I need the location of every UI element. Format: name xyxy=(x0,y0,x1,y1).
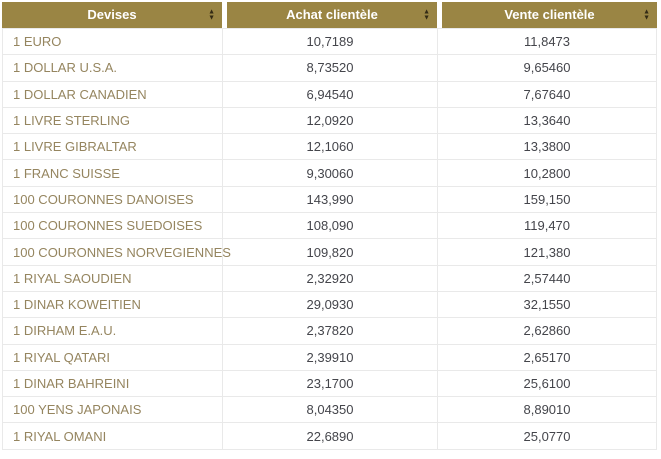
vente-cell: 2,57440 xyxy=(437,265,657,292)
currency-cell: 1 DIRHAM E.A.U. xyxy=(2,318,222,345)
table-row: 1 DOLLAR U.S.A. 8,73520 9,65460 xyxy=(2,55,657,82)
currency-cell: 1 LIVRE GIBRALTAR xyxy=(2,134,222,161)
achat-cell: 8,04350 xyxy=(222,397,437,424)
achat-cell: 109,820 xyxy=(222,239,437,266)
vente-cell: 2,62860 xyxy=(437,318,657,345)
sort-icon[interactable]: ▲ ▼ xyxy=(423,8,430,21)
currency-cell: 100 COURONNES DANOISES xyxy=(2,186,222,214)
sort-icon[interactable]: ▲ ▼ xyxy=(643,8,650,21)
currency-cell: 1 RIYAL OMANI xyxy=(2,423,222,450)
column-header-devises[interactable]: Devises ▲ ▼ xyxy=(2,2,222,28)
table-row: 100 COURONNES DANOISES 143,990 159,150 xyxy=(2,186,657,214)
vente-cell: 119,470 xyxy=(437,213,657,240)
currency-cell: 1 FRANC SUISSE xyxy=(2,160,222,187)
achat-cell: 2,39910 xyxy=(222,344,437,371)
achat-cell: 2,32920 xyxy=(222,265,437,292)
rates-table-body: 1 EURO 10,7189 11,8473 1 DOLLAR U.S.A. 8,735… xyxy=(2,28,657,450)
table-row: 1 FRANC SUISSE 9,30060 10,2800 xyxy=(2,160,657,187)
achat-cell: 6,94540 xyxy=(222,81,437,108)
vente-cell: 121,380 xyxy=(437,239,657,266)
sort-up-icon: ▲ xyxy=(423,8,430,16)
vente-cell: 11,8473 xyxy=(437,28,657,56)
sort-down-icon: ▼ xyxy=(643,14,650,21)
achat-cell: 10,7189 xyxy=(222,28,437,56)
column-header-label: Vente clientèle xyxy=(504,7,595,22)
table-row: 1 DOLLAR CANADIEN 6,94540 7,67640 xyxy=(2,81,657,108)
table-row: 1 LIVRE STERLING 12,0920 13,3640 xyxy=(2,107,657,135)
table-row: 1 RIYAL OMANI 22,6890 25,0770 xyxy=(2,423,657,450)
currency-cell: 1 DOLLAR U.S.A. xyxy=(2,55,222,82)
achat-cell: 108,090 xyxy=(222,213,437,240)
table-row: 100 YENS JAPONAIS 8,04350 8,89010 xyxy=(2,397,657,424)
vente-cell: 159,150 xyxy=(437,186,657,214)
table-row: 1 EURO 10,7189 11,8473 xyxy=(2,28,657,56)
table-row: 1 LIVRE GIBRALTAR 12,1060 13,3800 xyxy=(2,134,657,161)
achat-cell: 8,73520 xyxy=(222,55,437,82)
currency-cell: 100 COURONNES NORVEGIENNES xyxy=(2,239,231,266)
column-header-vente[interactable]: Vente clientèle ▲ ▼ xyxy=(437,2,657,28)
vente-cell: 32,1550 xyxy=(437,291,657,319)
currency-cell: 100 COURONNES SUEDOISES xyxy=(2,213,222,240)
vente-cell: 8,89010 xyxy=(437,397,657,424)
vente-cell: 2,65170 xyxy=(437,344,657,371)
sort-up-icon: ▲ xyxy=(643,8,650,16)
vente-cell: 7,67640 xyxy=(437,81,657,108)
sort-down-icon: ▼ xyxy=(208,14,215,21)
currency-cell: 1 LIVRE STERLING xyxy=(2,107,222,135)
table-row: 1 DIRHAM E.A.U. 2,37820 2,62860 xyxy=(2,318,657,345)
table-row: 100 COURONNES SUEDOISES 108,090 119,470 xyxy=(2,213,657,240)
vente-cell: 13,3640 xyxy=(437,107,657,135)
vente-cell: 9,65460 xyxy=(437,55,657,82)
vente-cell: 25,6100 xyxy=(437,370,657,398)
table-row: 100 COURONNES NORVEGIENNES 109,820 121,380 xyxy=(2,239,657,266)
sort-icon[interactable]: ▲ ▼ xyxy=(208,8,215,21)
currency-cell: 1 DINAR KOWEITIEN xyxy=(2,291,222,319)
column-header-achat[interactable]: Achat clientèle ▲ ▼ xyxy=(222,2,437,28)
achat-cell: 22,6890 xyxy=(222,423,437,450)
currency-cell: 1 EURO xyxy=(2,28,222,56)
currency-cell: 1 DOLLAR CANADIEN xyxy=(2,81,222,108)
exchange-rates-table: Devises ▲ ▼ Achat clientèle ▲ ▼ Vente cl… xyxy=(2,2,657,450)
achat-cell: 9,30060 xyxy=(222,160,437,187)
vente-cell: 10,2800 xyxy=(437,160,657,187)
table-row: 1 DINAR KOWEITIEN 29,0930 32,1550 xyxy=(2,291,657,319)
achat-cell: 2,37820 xyxy=(222,318,437,345)
currency-cell: 100 YENS JAPONAIS xyxy=(2,397,222,424)
currency-cell: 1 RIYAL QATARI xyxy=(2,344,222,371)
achat-cell: 23,1700 xyxy=(222,370,437,398)
vente-cell: 13,3800 xyxy=(437,134,657,161)
column-header-label: Devises xyxy=(87,7,137,22)
achat-cell: 143,990 xyxy=(222,186,437,214)
table-row: 1 RIYAL QATARI 2,39910 2,65170 xyxy=(2,344,657,371)
table-row: 1 RIYAL SAOUDIEN 2,32920 2,57440 xyxy=(2,265,657,292)
table-header: Devises ▲ ▼ Achat clientèle ▲ ▼ Vente cl… xyxy=(2,2,657,28)
column-header-label: Achat clientèle xyxy=(286,7,378,22)
currency-cell: 1 RIYAL SAOUDIEN xyxy=(2,265,222,292)
achat-cell: 12,1060 xyxy=(222,134,437,161)
vente-cell: 25,0770 xyxy=(437,423,657,450)
sort-down-icon: ▼ xyxy=(423,14,430,21)
table-row: 1 DINAR BAHREINI 23,1700 25,6100 xyxy=(2,370,657,398)
sort-up-icon: ▲ xyxy=(208,8,215,16)
currency-cell: 1 DINAR BAHREINI xyxy=(2,370,222,398)
achat-cell: 29,0930 xyxy=(222,291,437,319)
achat-cell: 12,0920 xyxy=(222,107,437,135)
